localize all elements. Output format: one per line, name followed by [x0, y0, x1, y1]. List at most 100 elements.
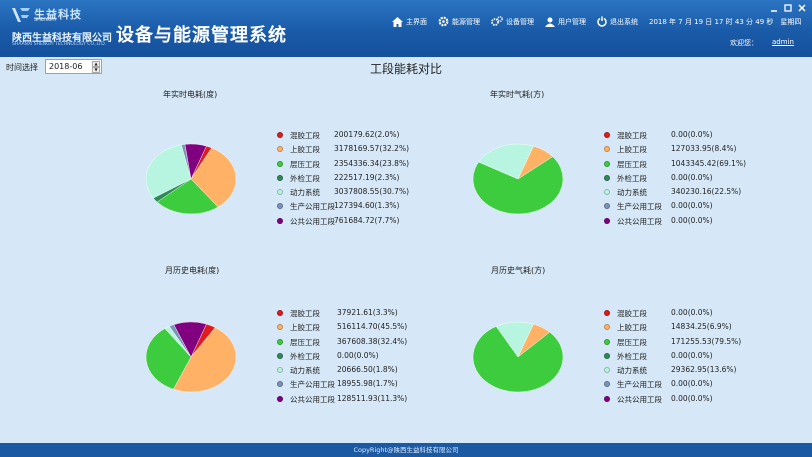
legend-label: 上胶工段: [290, 323, 320, 333]
legend-value: 0.00(0.0%): [671, 308, 713, 317]
pie-chart-year-gas: [472, 143, 564, 215]
legend-value: 127394.60(1.3%): [334, 201, 400, 211]
nav-users[interactable]: 用户管理: [545, 17, 586, 27]
legend-value: 367608.38(32.4%): [337, 336, 408, 346]
legend-swatch: [604, 324, 610, 331]
legend-swatch: [604, 338, 610, 345]
pie-slice-4: [495, 321, 534, 358]
legend-value: 2354336.34(23.8%): [334, 158, 410, 168]
pie-chart-month-gas: [472, 321, 564, 393]
company-logo: 生益科技 SHENGYI 陕西生益科技有限公司 SHAANXI SHENGYI …: [6, 3, 112, 47]
username-link[interactable]: admin: [772, 38, 794, 46]
legend-swatch: [277, 352, 283, 359]
minimize-icon: [770, 10, 777, 12]
pie-slice-6: [184, 143, 207, 180]
chart-title-month-electric: 月历史电耗(度): [165, 266, 220, 275]
legend-value: 761684.72(7.7%): [334, 215, 400, 225]
nav-energy-label: 能源管理: [452, 17, 480, 26]
legend-label: 外检工段: [617, 351, 647, 361]
month-picker[interactable]: 2018-06 ▲ ▼: [45, 59, 102, 74]
legend-label: 上胶工段: [290, 145, 320, 155]
legend-label: 生产公用工段: [290, 202, 335, 212]
legend-value: 0.00(0.0%): [671, 130, 713, 139]
legend-label: 层压工段: [617, 159, 647, 169]
company-name-en: SHAANXI SHENGYI TECHNOLOGY CO.,LTD.: [12, 42, 107, 47]
nav-energy[interactable]: 能源管理: [438, 16, 480, 27]
legend-swatch: [277, 203, 283, 210]
legend-value: 37921.61(3.3%): [337, 308, 398, 317]
nav-equipment-label: 设备管理: [506, 17, 534, 26]
legend-value: 0.00(0.0%): [671, 393, 713, 403]
legend-swatch: [604, 174, 610, 181]
spin-up-button[interactable]: ▲: [92, 61, 100, 67]
legend-swatch: [604, 203, 610, 210]
legend-swatch: [277, 381, 283, 388]
spin-down-button[interactable]: ▼: [92, 67, 100, 73]
pie-slice-2: [472, 326, 564, 393]
minimize-button[interactable]: [767, 2, 780, 14]
pie-slice-1: [173, 327, 237, 393]
legend-label: 生产公用工段: [617, 202, 662, 212]
pie-slice-2: [472, 156, 564, 215]
legend-value: 128511.93(11.3%): [337, 393, 408, 403]
legend-value: 0.00(0.0%): [671, 172, 713, 182]
legend-label: 生产公用工段: [617, 380, 662, 390]
legend-swatch: [604, 146, 610, 153]
legend-swatch: [604, 395, 610, 402]
pie-chart-month-electric: [145, 321, 237, 393]
legend-value: 3037808.55(30.7%): [334, 187, 410, 197]
user-icon: [545, 17, 555, 27]
legend-swatch: [604, 352, 610, 359]
legend-value: 0.00(0.0%): [337, 350, 379, 360]
legend-value: 0.00(0.0%): [671, 350, 713, 360]
close-icon: [797, 4, 806, 12]
home-icon: [392, 16, 403, 27]
nav-logout[interactable]: 退出系统: [597, 16, 638, 27]
page-title: 工段能耗对比: [369, 62, 442, 76]
legend-label: 外检工段: [290, 351, 320, 361]
legend-swatch: [277, 217, 283, 224]
legend-swatch: [604, 310, 610, 316]
maximize-button[interactable]: [781, 2, 794, 14]
legend-value: 127033.95(8.4%): [671, 144, 737, 154]
legend-label: 动力系统: [290, 366, 320, 376]
legend-swatch: [277, 310, 283, 316]
month-spinner: ▲ ▼: [92, 61, 100, 73]
legend-value: 171255.53(79.5%): [671, 336, 742, 346]
legend-label: 混胶工段: [290, 309, 320, 318]
app-header: 生益科技 SHENGYI 陕西生益科技有限公司 SHAANXI SHENGYI …: [0, 0, 812, 57]
legend-label: 外检工段: [617, 173, 647, 183]
legend-value: 0.00(0.0%): [671, 215, 713, 225]
legend-swatch: [604, 381, 610, 388]
pie-slice-2: [145, 328, 192, 390]
legend-label: 公共公用工段: [617, 394, 662, 404]
app-title: 设备与能源管理系统: [116, 25, 287, 46]
legend-value: 0.00(0.0%): [671, 379, 713, 389]
pie-slice-2: [156, 178, 219, 215]
legend-swatch: [277, 367, 283, 374]
top-nav: 主界面 能源管理 设备管理 用户管理 退出系统 2018 年 7 月 19 日 …: [392, 16, 801, 27]
nav-equipment[interactable]: 设备管理: [491, 16, 534, 27]
legend-swatch: [277, 132, 283, 138]
nav-home[interactable]: 主界面: [392, 16, 427, 27]
legend-label: 公共公用工段: [290, 394, 335, 404]
legend-value: 340230.16(22.5%): [671, 187, 742, 197]
pie-slice-4: [478, 143, 534, 180]
legend-label: 外检工段: [290, 173, 320, 183]
pie-slice-4: [145, 144, 192, 199]
legend-label: 动力系统: [617, 366, 647, 376]
nav-logout-label: 退出系统: [610, 17, 638, 26]
chart-title-year-gas: 年实时气耗(方): [490, 90, 545, 99]
legend-label: 生产公用工段: [290, 380, 335, 390]
legend-swatch: [604, 367, 610, 374]
nav-home-label: 主界面: [406, 17, 427, 26]
legend-swatch: [604, 217, 610, 224]
chart-title-year-electric: 年实时电耗(度): [163, 90, 218, 99]
maximize-icon: [783, 4, 792, 12]
company-name: 陕西生益科技有限公司: [12, 33, 112, 44]
gear-icon: [438, 16, 449, 27]
chart-title-month-gas: 月历史气耗(方): [491, 266, 546, 275]
legend-label: 混胶工段: [290, 131, 320, 140]
legend-value: 14834.25(6.9%): [671, 322, 732, 332]
close-button[interactable]: [795, 2, 808, 14]
